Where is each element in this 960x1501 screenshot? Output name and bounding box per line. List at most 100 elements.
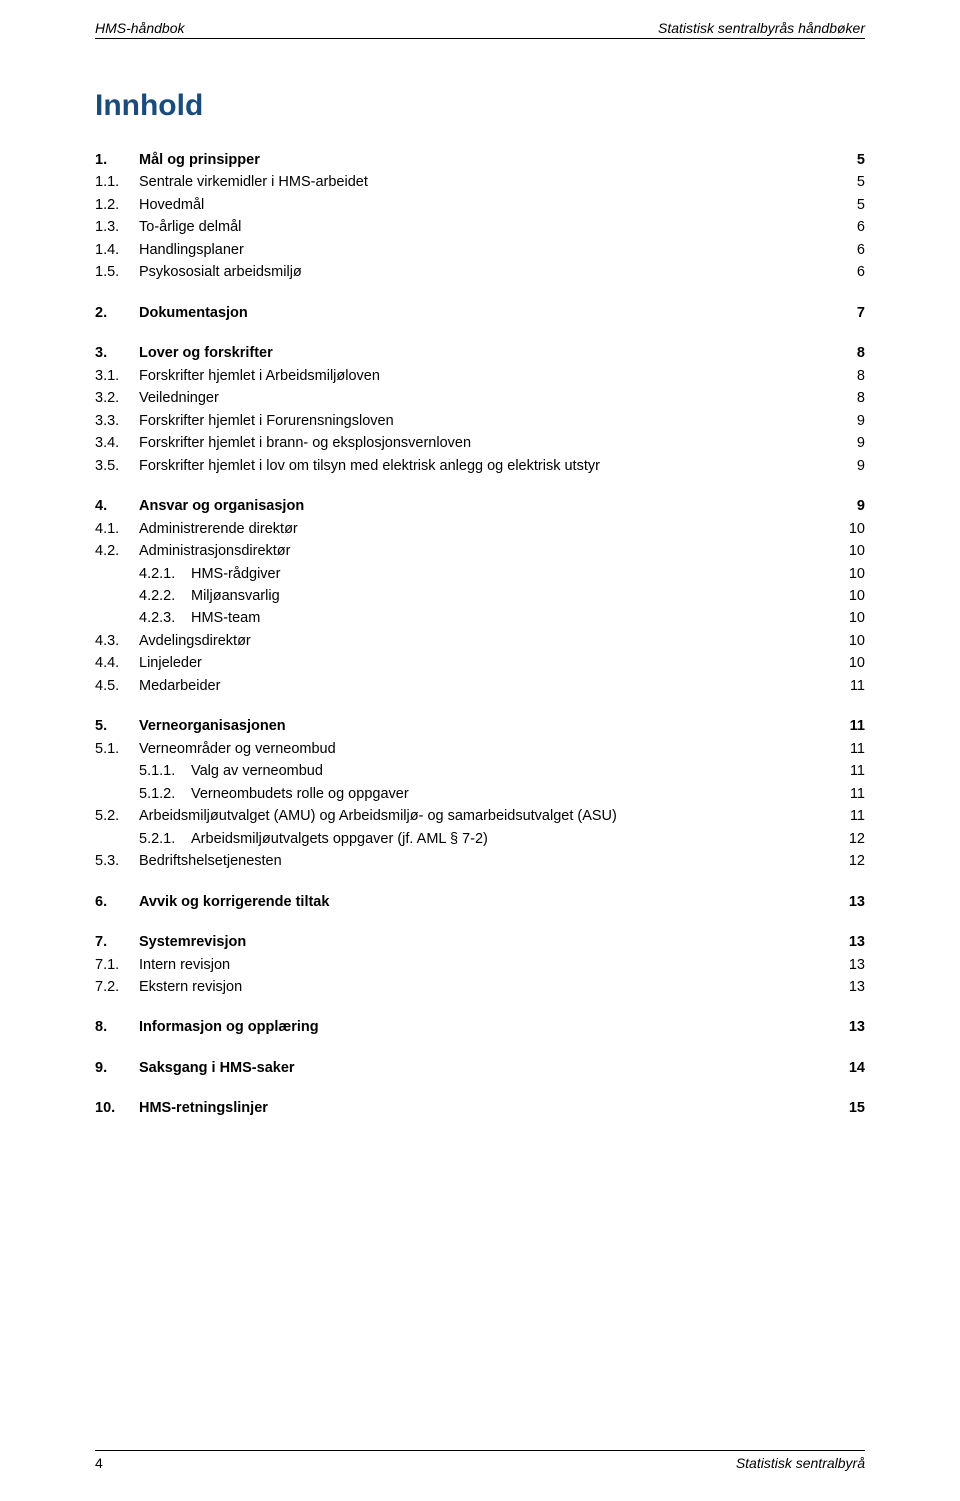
toc-label: Intern revisjon [139,954,230,976]
toc-number: 4.2.3. [139,607,191,629]
toc-entry: 3.3.Forskrifter hjemlet i Forurensningsl… [95,410,865,432]
toc-entry: 9.Saksgang i HMS-saker14 [95,1057,865,1079]
toc-label: HMS-rådgiver [191,563,280,585]
toc-page-number: 11 [850,715,865,737]
toc-gap [95,913,865,931]
toc-page-number: 9 [857,455,865,477]
toc-label: Ansvar og organisasjon [139,495,304,517]
toc-label: Forskrifter hjemlet i Arbeidsmiljøloven [139,365,380,387]
toc-entry: 1.2.Hovedmål5 [95,194,865,216]
toc-number: 3.4. [95,432,139,454]
toc-gap [95,697,865,715]
toc-number: 5.3. [95,850,139,872]
toc-page-number: 10 [849,563,865,585]
toc-entry: 1.4.Handlingsplaner6 [95,239,865,261]
page: HMS-håndbok Statistisk sentralbyrås hånd… [0,0,960,1501]
toc-page-number: 9 [857,410,865,432]
toc-entry: 5.1.Verneområder og verneombud11 [95,738,865,760]
toc-label: HMS-team [191,607,260,629]
toc-page-number: 10 [849,630,865,652]
toc-label: Systemrevisjon [139,931,246,953]
toc-page-number: 5 [857,171,865,193]
toc-page-number: 6 [857,261,865,283]
toc-page-number: 14 [849,1057,865,1079]
toc-page-number: 13 [849,954,865,976]
toc-label: Dokumentasjon [139,302,248,324]
toc-number: 3.5. [95,455,139,477]
toc-label: Valg av verneombud [191,760,323,782]
page-footer: 4 Statistisk sentralbyrå [95,1450,865,1471]
toc-gap [95,873,865,891]
toc-label: Handlingsplaner [139,239,244,261]
toc-page-number: 13 [849,976,865,998]
toc-page-number: 9 [857,495,865,517]
toc-entry: 5.2.1.Arbeidsmiljøutvalgets oppgaver (jf… [95,828,865,850]
toc-number: 5.2. [95,805,139,827]
toc-label: Arbeidsmiljøutvalget (AMU) og Arbeidsmil… [139,805,617,827]
toc-page-number: 6 [857,239,865,261]
toc-number: 4.3. [95,630,139,652]
toc-entry: 3.Lover og forskrifter8 [95,342,865,364]
toc-page-number: 10 [849,585,865,607]
toc-number: 5.1.1. [139,760,191,782]
toc-entry: 5.1.2.Verneombudets rolle og oppgaver11 [95,783,865,805]
toc-number: 1.1. [95,171,139,193]
toc-title: Innhold [95,89,865,123]
toc-entry: 5.Verneorganisasjonen11 [95,715,865,737]
toc-number: 2. [95,302,139,324]
page-header: HMS-håndbok Statistisk sentralbyrås hånd… [95,20,865,39]
toc-entry: 7.2.Ekstern revisjon13 [95,976,865,998]
toc-number: 7.1. [95,954,139,976]
toc-page-number: 7 [857,302,865,324]
toc-entry: 1.1.Sentrale virkemidler i HMS-arbeidet5 [95,171,865,193]
toc-page-number: 10 [849,540,865,562]
toc-page-number: 13 [849,1016,865,1038]
toc-number: 4.2.1. [139,563,191,585]
toc-number: 1.2. [95,194,139,216]
toc-number: 4.4. [95,652,139,674]
toc-label: Saksgang i HMS-saker [139,1057,295,1079]
toc-page-number: 10 [849,652,865,674]
toc-label: Administrasjonsdirektør [139,540,291,562]
toc-entry: 1.Mål og prinsipper5 [95,149,865,171]
toc-label: Veiledninger [139,387,219,409]
toc-page-number: 10 [849,518,865,540]
toc-entry: 2.Dokumentasjon 7 [95,302,865,324]
toc-entry: 8.Informasjon og opplæring13 [95,1016,865,1038]
toc-label: Verneombudets rolle og oppgaver [191,783,409,805]
toc-entry: 4.1.Administrerende direktør10 [95,518,865,540]
toc-page-number: 10 [849,607,865,629]
toc-page-number: 11 [850,738,865,760]
toc-label: Medarbeider [139,675,220,697]
toc-label: Miljøansvarlig [191,585,280,607]
toc-number: 3.3. [95,410,139,432]
toc-entry: 4.Ansvar og organisasjon 9 [95,495,865,517]
toc-page-number: 11 [850,783,865,805]
toc-number: 3.1. [95,365,139,387]
toc-page-number: 11 [850,805,865,827]
toc-entry: 4.4.Linjeleder10 [95,652,865,674]
toc-entry: 5.1.1.Valg av verneombud11 [95,760,865,782]
toc-page-number: 12 [849,850,865,872]
toc-page-number: 5 [857,149,865,171]
toc-entry: 3.2.Veiledninger8 [95,387,865,409]
toc-page-number: 13 [849,931,865,953]
toc-entry: 3.4.Forskrifter hjemlet i brann- og eksp… [95,432,865,454]
toc-number: 8. [95,1016,139,1038]
toc-entry: 4.3.Avdelingsdirektør10 [95,630,865,652]
toc-number: 4.1. [95,518,139,540]
toc-number: 4. [95,495,139,517]
toc-number: 4.2. [95,540,139,562]
toc-label: Avvik og korrigerende tiltak [139,891,329,913]
toc-page-number: 8 [857,387,865,409]
toc-gap [95,998,865,1016]
toc-entry: 1.3.To-årlige delmål6 [95,216,865,238]
toc-number: 5. [95,715,139,737]
toc-entry: 5.3.Bedriftshelsetjenesten12 [95,850,865,872]
toc-gap [95,477,865,495]
toc-label: Hovedmål [139,194,204,216]
toc-page-number: 9 [857,432,865,454]
toc-gap [95,1079,865,1097]
toc-number: 5.2.1. [139,828,191,850]
toc-number: 7.2. [95,976,139,998]
